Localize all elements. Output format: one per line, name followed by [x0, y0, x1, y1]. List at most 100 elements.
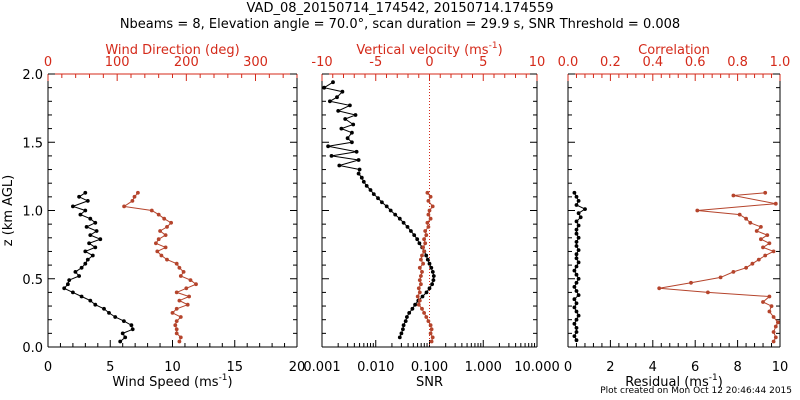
- data-point-red: [689, 280, 693, 285]
- y-axis-title: z (km AGL): [1, 175, 16, 246]
- data-point-black: [574, 240, 579, 244]
- top-axis-title: Wind Direction (deg): [105, 43, 239, 58]
- data-point-red: [122, 204, 126, 209]
- data-point-black: [431, 274, 436, 278]
- data-point-red: [765, 233, 770, 238]
- data-point-red: [773, 324, 778, 329]
- data-point-black: [407, 311, 412, 315]
- data-point-red: [750, 261, 755, 266]
- data-point-black: [430, 282, 434, 287]
- data-point-black: [425, 257, 430, 262]
- data-point-red: [767, 294, 772, 299]
- data-point-black: [329, 154, 334, 158]
- data-point-black: [67, 278, 72, 282]
- data-point-red: [773, 335, 778, 340]
- data-point-red: [156, 212, 161, 217]
- top-tick-label: 0.8: [727, 55, 748, 70]
- data-point-black: [88, 298, 93, 303]
- data-point-red: [763, 190, 768, 195]
- data-point-black: [78, 212, 83, 217]
- data-point-red: [748, 220, 753, 225]
- data-point-black: [71, 204, 75, 209]
- data-point-black: [424, 290, 429, 295]
- data-point-black: [574, 256, 579, 261]
- data-point-black: [354, 149, 359, 154]
- data-point-black: [427, 261, 432, 266]
- data-point-red: [761, 245, 765, 250]
- data-point-red: [423, 229, 428, 233]
- data-point-black: [574, 272, 579, 277]
- series-line-black: [63, 192, 134, 342]
- top-tick-label: 5: [479, 55, 487, 70]
- data-point-red: [420, 253, 424, 258]
- data-point-black: [415, 237, 420, 242]
- data-point-red: [767, 241, 772, 246]
- data-point-red: [426, 225, 431, 229]
- data-point-red: [759, 237, 763, 242]
- top-axis-title: Vertical velocity (ms-1): [356, 41, 502, 58]
- data-point-black: [574, 244, 579, 248]
- data-point-red: [771, 315, 776, 319]
- data-point-red: [136, 190, 140, 195]
- data-point-black: [572, 297, 577, 302]
- data-point-black: [574, 194, 579, 199]
- data-point-black: [129, 323, 134, 328]
- data-point-red: [430, 335, 435, 340]
- data-point-red: [163, 233, 168, 238]
- data-point-black: [350, 130, 354, 135]
- data-point-black: [77, 194, 81, 199]
- data-point-black: [417, 241, 422, 246]
- bottom-tick-label: 20: [289, 360, 306, 375]
- data-point-red: [187, 294, 192, 299]
- data-point-red: [416, 302, 421, 307]
- top-tick-label: 0: [425, 55, 433, 70]
- data-point-black: [574, 330, 579, 334]
- data-point-red: [177, 298, 182, 303]
- page-subtitle: Nbeams = 8, Elevation angle = 70.0°, sca…: [119, 17, 681, 32]
- data-point-black: [336, 109, 341, 113]
- data-point-red: [428, 216, 433, 221]
- data-point-black: [118, 339, 123, 344]
- data-point-red: [174, 306, 179, 311]
- data-point-black: [102, 306, 106, 311]
- data-point-red: [421, 261, 425, 266]
- data-point-red: [417, 265, 422, 270]
- data-point-red: [419, 257, 423, 262]
- data-point-black: [574, 326, 579, 330]
- data-point-black: [348, 103, 352, 108]
- data-point-red: [174, 319, 179, 323]
- data-point-red: [426, 199, 431, 203]
- top-tick-label: 10: [529, 55, 546, 70]
- data-point-red: [419, 274, 423, 278]
- panel-middle: 0.001 0.010 0.100 1.000 10.000 SNR -10 -5 0 5 10 Ve…: [303, 41, 559, 390]
- data-point-red: [174, 327, 179, 332]
- data-point-red: [162, 216, 167, 221]
- top-tick-label: -10: [311, 55, 332, 70]
- data-point-red: [177, 339, 182, 344]
- data-point-red: [737, 212, 742, 217]
- data-point-black: [376, 196, 380, 201]
- bottom-tick-label: 10: [772, 360, 789, 375]
- data-point-red: [761, 300, 765, 304]
- data-point-red: [132, 194, 137, 199]
- data-point-black: [412, 233, 417, 238]
- data-point-red: [731, 270, 736, 274]
- data-point-black: [83, 190, 88, 195]
- bottom-tick-label: 10: [164, 360, 181, 375]
- data-point-black: [574, 252, 579, 257]
- data-point-red: [185, 302, 190, 307]
- data-point-red: [178, 315, 183, 319]
- data-point-black: [578, 215, 583, 220]
- data-point-black: [403, 319, 408, 323]
- data-point-black: [572, 285, 577, 289]
- data-point-red: [417, 278, 422, 282]
- data-point-black: [429, 265, 434, 270]
- data-point-red: [771, 330, 776, 334]
- data-point-red: [178, 274, 183, 278]
- data-point-red: [156, 237, 161, 242]
- bottom-tick-label: 0.100: [411, 360, 448, 375]
- data-point-red: [706, 290, 710, 295]
- data-point-black: [130, 327, 135, 332]
- data-point-black: [576, 313, 581, 318]
- data-point-black: [335, 95, 339, 100]
